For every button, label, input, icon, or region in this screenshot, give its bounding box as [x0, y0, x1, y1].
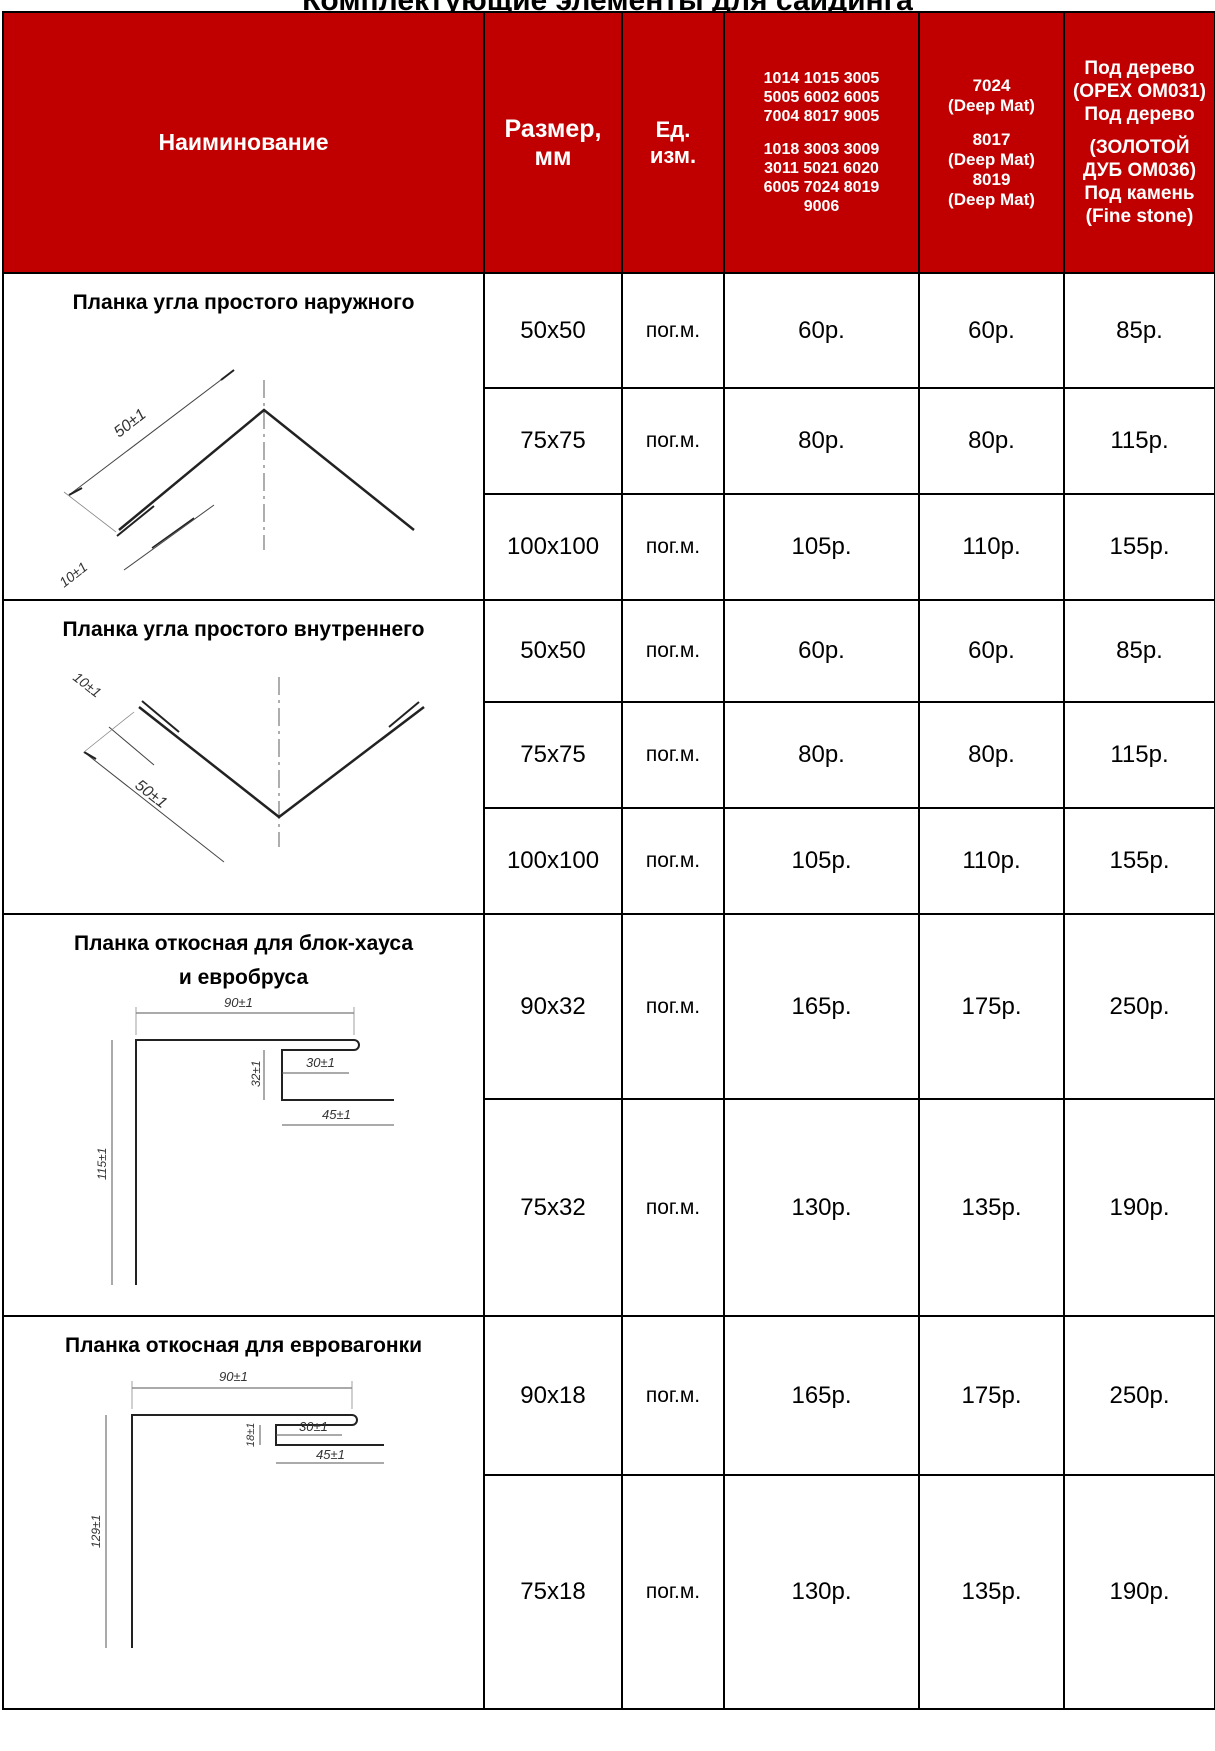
dimension-label: 45±1	[316, 1447, 345, 1462]
header-colors-texture: Под дерево (ОРЕХ ОМ031) Под дерево (ЗОЛО…	[1063, 11, 1215, 274]
unit-cell: пог.м.	[621, 493, 725, 601]
price-cell: 85р.	[1063, 599, 1215, 703]
price-cell: 175р.	[918, 1315, 1065, 1476]
size-cell: 90x18	[483, 1315, 623, 1476]
unit-cell: пог.м.	[621, 913, 725, 1100]
product-name: Планка угла простого внутреннего	[62, 618, 425, 641]
inner-corner-drawing: 10±1 50±1	[70, 669, 425, 863]
price-cell: 85р.	[1063, 272, 1215, 389]
table-row: 75x75 пог.м. 80р. 80р. 115р.	[3, 701, 1215, 809]
size-cell: 75x32	[483, 1098, 623, 1317]
page-title: Комплектующие элементы для сайдинга	[302, 0, 913, 17]
unit-cell: пог.м.	[621, 701, 725, 809]
size-cell: 100x100	[483, 807, 623, 915]
header-colors-standard: 1014 1015 3005 5005 6002 6005 7004 8017 …	[723, 11, 920, 274]
dimension-label: 45±1	[322, 1107, 351, 1122]
size-cell: 75x75	[483, 387, 623, 495]
unit-cell: пог.м.	[621, 272, 725, 389]
header-name: Наиминование	[2, 11, 485, 274]
size-cell: 90x32	[483, 913, 623, 1100]
dimension-label: 30±1	[306, 1055, 335, 1070]
table-row: Планка откосная для евровагонки 90±1 30±…	[2, 1315, 1215, 1710]
header-colors-deep-mat: 7024 (Deep Mat) 8017 (Deep Mat) 8019 (De…	[918, 11, 1065, 274]
dimension-label: 129±1	[89, 1515, 103, 1548]
unit-cell: пог.м.	[621, 807, 725, 915]
price-cell: 115р.	[1063, 701, 1215, 809]
table-row: Планка откосная для блок-хауса и евробру…	[2, 913, 1215, 1317]
product-blockhouse-slope: Планка откосная для блок-хауса и евробру…	[2, 913, 485, 1317]
table-row: 75x32 пог.м. 130р. 135р. 190р.	[3, 1098, 1215, 1317]
price-cell: 60р.	[918, 272, 1065, 389]
product-name: Планка угла простого наружного	[72, 291, 415, 314]
product-vagonka-slope: Планка откосная для евровагонки 90±1 30±…	[2, 1315, 485, 1710]
unit-cell: пог.м.	[621, 387, 725, 495]
dimension-label: 90±1	[219, 1369, 248, 1384]
dimension-label: 18±1	[245, 1423, 257, 1447]
unit-cell: пог.м.	[621, 599, 725, 703]
price-cell: 135р.	[918, 1098, 1065, 1317]
size-cell: 75x75	[483, 701, 623, 809]
product-outer-corner: Планка угла простого наружного 50±1 10±1	[2, 272, 485, 601]
price-cell: 80р.	[918, 701, 1065, 809]
price-cell: 165р.	[723, 913, 920, 1100]
table-row: 75x75 пог.м. 80р. 80р. 115р.	[3, 387, 1215, 495]
price-cell: 190р.	[1063, 1474, 1215, 1710]
dimension-label: 10±1	[70, 669, 104, 701]
product-inner-corner: Планка угла простого внутреннего 10±1 50…	[2, 599, 485, 915]
price-table: Наиминование Размер, мм Ед. изм. 1014 10…	[2, 11, 1215, 1710]
blockhouse-slope-drawing: 90±1 30±1 32±1 45±1 115±1	[95, 995, 394, 1285]
header-unit: Ед. изм.	[621, 11, 725, 274]
price-cell: 250р.	[1063, 1315, 1215, 1476]
price-cell: 155р.	[1063, 807, 1215, 915]
price-cell: 60р.	[723, 599, 920, 703]
size-cell: 75x18	[483, 1474, 623, 1710]
price-cell: 105р.	[723, 807, 920, 915]
header-row: Наиминование Размер, мм Ед. изм. 1014 10…	[2, 11, 1215, 274]
price-cell: 115р.	[1063, 387, 1215, 495]
size-cell: 50x50	[483, 599, 623, 703]
outer-corner-drawing: 50±1 10±1	[55, 369, 415, 590]
dimension-label: 10±1	[55, 559, 89, 590]
size-cell: 50x50	[483, 272, 623, 389]
product-name: Планка откосная для блок-хауса и евробру…	[73, 932, 414, 989]
dimension-label: 50±1	[131, 777, 169, 812]
price-cell: 80р.	[918, 387, 1065, 495]
unit-cell: пог.м.	[621, 1098, 725, 1317]
price-cell: 105р.	[723, 493, 920, 601]
table-row: 100x100 пог.м. 105р. 110р. 155р.	[3, 493, 1215, 601]
vagonka-slope-drawing: 90±1 30±1 18±1 45±1 129±1	[89, 1369, 384, 1648]
table-row: Планка угла простого внутреннего 10±1 50…	[2, 599, 1215, 915]
unit-cell: пог.м.	[621, 1474, 725, 1710]
price-cell: 165р.	[723, 1315, 920, 1476]
table-row: Планка угла простого наружного 50±1 10±1…	[2, 272, 1215, 601]
price-cell: 190р.	[1063, 1098, 1215, 1317]
dimension-label: 32±1	[249, 1060, 263, 1087]
price-cell: 60р.	[723, 272, 920, 389]
price-cell: 175р.	[918, 913, 1065, 1100]
dimension-label: 30±1	[299, 1419, 328, 1434]
price-cell: 135р.	[918, 1474, 1065, 1710]
price-cell: 130р.	[723, 1474, 920, 1710]
size-cell: 100x100	[483, 493, 623, 601]
header-size: Размер, мм	[483, 11, 623, 274]
dimension-label: 50±1	[110, 406, 148, 441]
price-cell: 250р.	[1063, 913, 1215, 1100]
dimension-label: 90±1	[224, 995, 253, 1010]
table-row: 75x18 пог.м. 130р. 135р. 190р.	[3, 1474, 1215, 1710]
price-cell: 110р.	[918, 807, 1065, 915]
price-cell: 60р.	[918, 599, 1065, 703]
price-cell: 155р.	[1063, 493, 1215, 601]
price-cell: 110р.	[918, 493, 1065, 601]
price-cell: 80р.	[723, 387, 920, 495]
table-row: 100x100 пог.м. 105р. 110р. 155р.	[3, 807, 1215, 915]
price-cell: 130р.	[723, 1098, 920, 1317]
product-name: Планка откосная для евровагонки	[64, 1334, 423, 1357]
unit-cell: пог.м.	[621, 1315, 725, 1476]
dimension-label: 115±1	[95, 1148, 109, 1180]
price-cell: 80р.	[723, 701, 920, 809]
